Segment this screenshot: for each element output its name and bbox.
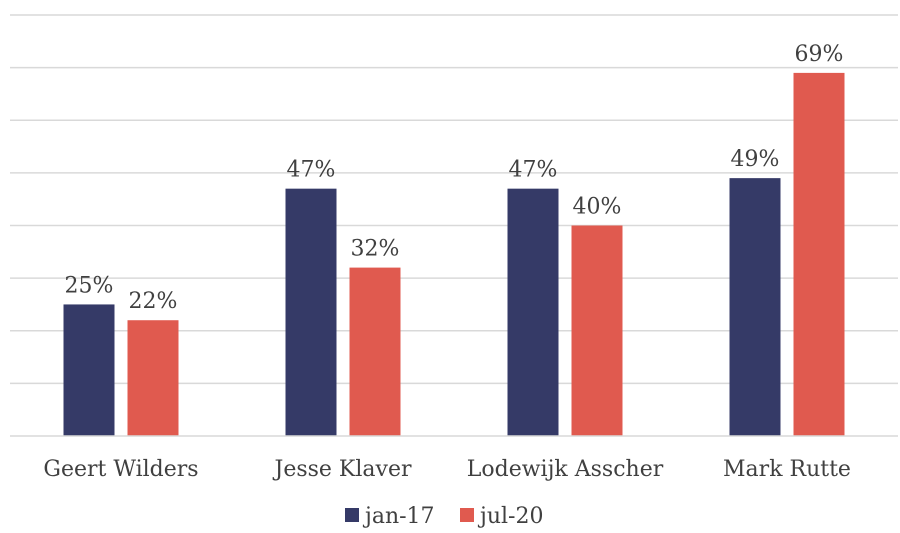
- category-label: Mark Rutte: [723, 457, 851, 482]
- bar-jan-17-3: [729, 178, 781, 436]
- bar-jan-17-0: [63, 304, 115, 436]
- category-labels: Geert Wilders Jesse Klaver Lodewijk Assche…: [43, 457, 851, 482]
- bar-jul-20-2: [571, 225, 623, 436]
- legend-label: jul-20: [477, 504, 543, 529]
- data-label: 40%: [573, 195, 622, 220]
- data-labels: 25% 22% 47% 32% 47% 40% 49% 69%: [65, 42, 844, 314]
- bar-jul-20-0: [127, 320, 179, 436]
- category-label: Lodewijk Asscher: [467, 457, 664, 482]
- category-label: Jesse Klaver: [273, 457, 412, 482]
- bar-jul-20-3: [793, 72, 845, 436]
- legend-swatch: [460, 508, 474, 522]
- data-label: 32%: [351, 237, 400, 262]
- data-label: 47%: [509, 158, 558, 183]
- legend-label: jan-17: [362, 504, 435, 529]
- data-label: 69%: [795, 42, 844, 67]
- data-label: 49%: [731, 147, 780, 172]
- legend: jan-17 jul-20: [345, 504, 543, 529]
- data-label: 47%: [287, 158, 336, 183]
- category-label: Geert Wilders: [43, 457, 198, 482]
- bar-jul-20-1: [349, 267, 401, 436]
- legend-swatch: [345, 508, 359, 522]
- data-label: 22%: [129, 289, 178, 314]
- bar-jan-17-2: [507, 188, 559, 436]
- data-label: 25%: [65, 273, 114, 298]
- bar-jan-17-1: [285, 188, 337, 436]
- bars: [63, 72, 845, 436]
